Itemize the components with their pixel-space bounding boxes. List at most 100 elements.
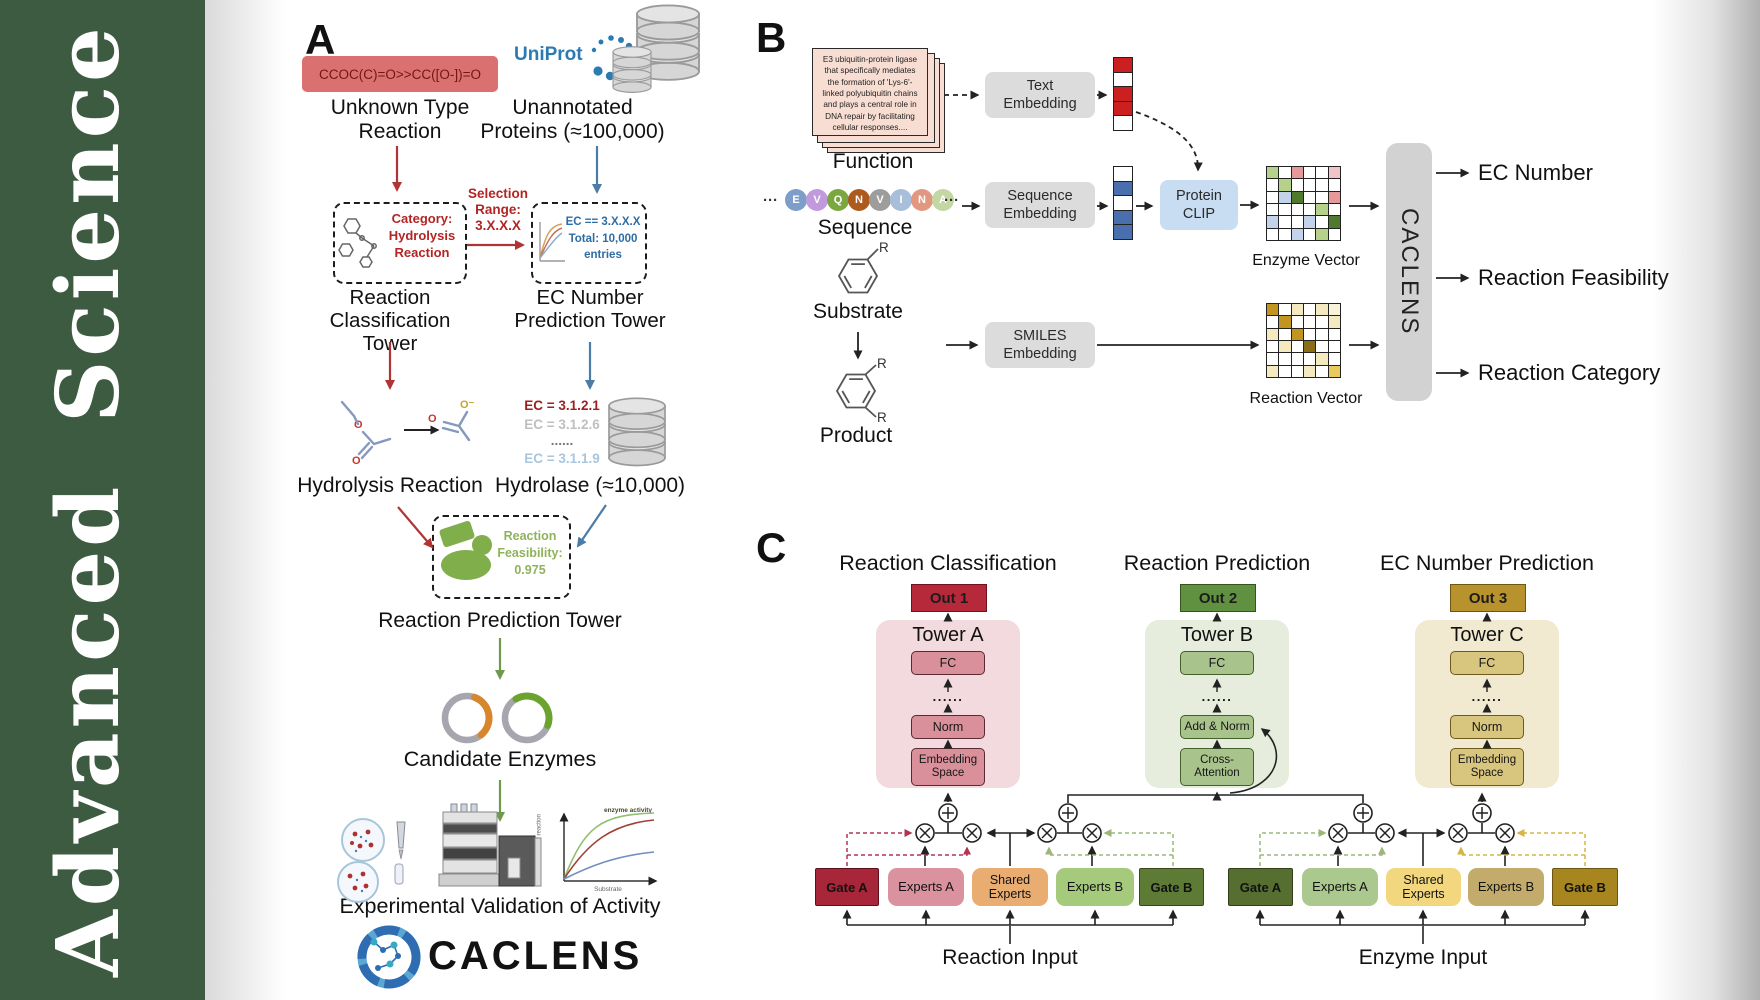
enzyme-vector-label: Enzyme Vector (1252, 252, 1360, 269)
sum-node-icon (938, 803, 1492, 823)
amino-acid-circle: I (890, 189, 912, 211)
journal-sidebar: Advanced Science (0, 0, 205, 1000)
tower-c-title: Tower C (1450, 624, 1524, 646)
reaction-shared-experts-box: Shared Experts (972, 868, 1048, 906)
panel-b-arrows (853, 90, 1470, 378)
category-text: Category: Hydrolysis Reaction (388, 211, 456, 260)
category-dashed-box (333, 202, 467, 284)
enzyme-activity-annotation: enzyme activity (604, 807, 653, 814)
amino-acid-circle: E (785, 189, 807, 211)
amino-acid-circle: N (848, 189, 870, 211)
amino-acid-circle: A (932, 189, 954, 211)
journal-title: Advanced Science (38, 23, 139, 977)
selection-range-label: Selection Range: 3.X.X.X (467, 186, 529, 234)
function-card: E3 ubiquitin-protein ligase that specifi… (812, 48, 928, 136)
output-ec-number: EC Number (1478, 160, 1593, 185)
petri-dish-icon (337, 818, 406, 903)
carboxylate-molecule-icon (441, 410, 471, 442)
r-group-label: R (877, 356, 887, 371)
enzyme-gate-a-box: Gate A (1228, 868, 1293, 906)
protein-clip-box: Protein CLIP (1160, 180, 1238, 230)
matrix-row (1266, 352, 1342, 366)
matrix-row (1266, 227, 1342, 242)
ec-list-item: EC = 3.1.2.1 (524, 398, 600, 413)
matrix-row (1266, 166, 1342, 180)
out2-box: Out 2 (1180, 584, 1256, 612)
panel-c-label: C (756, 524, 787, 571)
tower-b-fc: FC (1180, 651, 1254, 675)
ec-list-ellipsis: ...... (550, 433, 574, 448)
matrix-row (1266, 190, 1342, 205)
ec-list-item: EC = 3.1.2.6 (524, 417, 600, 432)
tower-c-norm: Norm (1450, 715, 1524, 739)
ec-list-item: EC = 3.1.1.9 (524, 451, 600, 466)
smiles-embedding-box: SMILES Embedding (985, 322, 1095, 368)
oxygen-atom-label: O (352, 455, 361, 467)
column-header-reaction-classification: Reaction Classification (839, 551, 1057, 575)
tower-b: Tower B FC ...... Add & Norm Cross- Atte… (1145, 620, 1289, 788)
hplc-instrument-icon (438, 803, 542, 887)
reaction-experts-a-box: Experts A (888, 868, 964, 906)
r-group-label: R (877, 410, 887, 425)
uniprot-dots-icon (591, 35, 636, 81)
column-header-ec-number-prediction: EC Number Prediction (1380, 551, 1594, 575)
amino-acid-circle: N (911, 189, 933, 211)
hydrolysis-reaction-label: Hydrolysis Reaction (297, 474, 483, 497)
reaction-vector-matrix (1266, 303, 1342, 379)
benzene-substrate-icon (837, 248, 879, 294)
tower-a-dots: ...... (932, 689, 964, 704)
tower-b-dots: ...... (1201, 689, 1233, 704)
sequence-ellipsis: ··· (944, 192, 959, 209)
reaction-vector-label: Reaction Vector (1249, 390, 1363, 407)
benzene-product-icon (835, 364, 877, 418)
reaction-gate-a-box: Gate A (815, 868, 879, 906)
enzyme-blob-label: Enzyme (448, 557, 483, 567)
matrix-row (1266, 315, 1342, 329)
reaction-gate-b-dashed (1045, 829, 1174, 866)
column-header-reaction-prediction: Reaction Prediction (1123, 551, 1311, 575)
reaction-gate-a-dashed (846, 829, 971, 866)
enzyme-input-label: Enzyme Input (1358, 946, 1488, 969)
tower-b-add-norm: Add & Norm (1180, 715, 1254, 739)
out1-box: Out 1 (911, 584, 987, 612)
caclens-wordmark: CACLENS (428, 934, 643, 978)
smiles-reaction-box: CCOC(C)=O>>CC([O-])=O (302, 56, 498, 92)
enzyme-gate-b-box: Gate B (1552, 868, 1618, 906)
unannotated-proteins-label: Unannotated Proteins (≈100,000) (480, 96, 665, 143)
function-label: Function (832, 150, 914, 173)
product-label: Product (819, 424, 893, 447)
matrix-cell (1327, 227, 1342, 242)
tower-b-cross-attention: Cross- Attention (1180, 748, 1254, 786)
plasmid-icon (441, 692, 553, 744)
ec-box-text: EC == 3.X.X.X Total: 10,000 entries (565, 216, 641, 262)
tower-b-title: Tower B (1180, 624, 1254, 646)
caclens-bar-text: CACLENS (1396, 208, 1423, 336)
experimental-validation-label: Experimental Validation of Activity (339, 894, 661, 918)
multiply-node-icon (915, 823, 1515, 843)
tower-c-embedding-space: Embedding Space (1450, 748, 1524, 786)
enzyme-gate-b-dashed (1457, 829, 1586, 866)
panel-b-label: B (756, 14, 787, 61)
oxygen-minus-atom-label: O⁻ (460, 399, 475, 411)
tower-c: Tower C FC ...... Norm Embedding Space (1415, 620, 1559, 788)
panel-a-label: A (305, 16, 336, 63)
sequence-ellipsis: ··· (763, 192, 778, 209)
output-reaction-category: Reaction Category (1478, 360, 1661, 385)
vector-cell (1113, 115, 1133, 131)
substrate-label: Substrate (813, 300, 903, 323)
caclens-model-bar: CACLENS (1386, 143, 1432, 401)
matrix-row (1266, 364, 1342, 379)
page-fold-shadow (205, 0, 285, 1000)
matrix-cell (1327, 364, 1342, 379)
r-group-label: R (879, 240, 889, 255)
amino-acid-circle: V (869, 189, 891, 211)
reaction-experts-b-box: Experts B (1056, 868, 1134, 906)
text-embedding-box: Text Embedding (985, 72, 1095, 118)
tower-a-embedding-space: Embedding Space (911, 748, 985, 786)
enzyme-experts-b-box: Experts B (1468, 868, 1544, 906)
ec-dashed-box (531, 202, 647, 284)
activity-plot-icon (559, 812, 658, 886)
oxygen-atom-label: O (428, 413, 437, 425)
